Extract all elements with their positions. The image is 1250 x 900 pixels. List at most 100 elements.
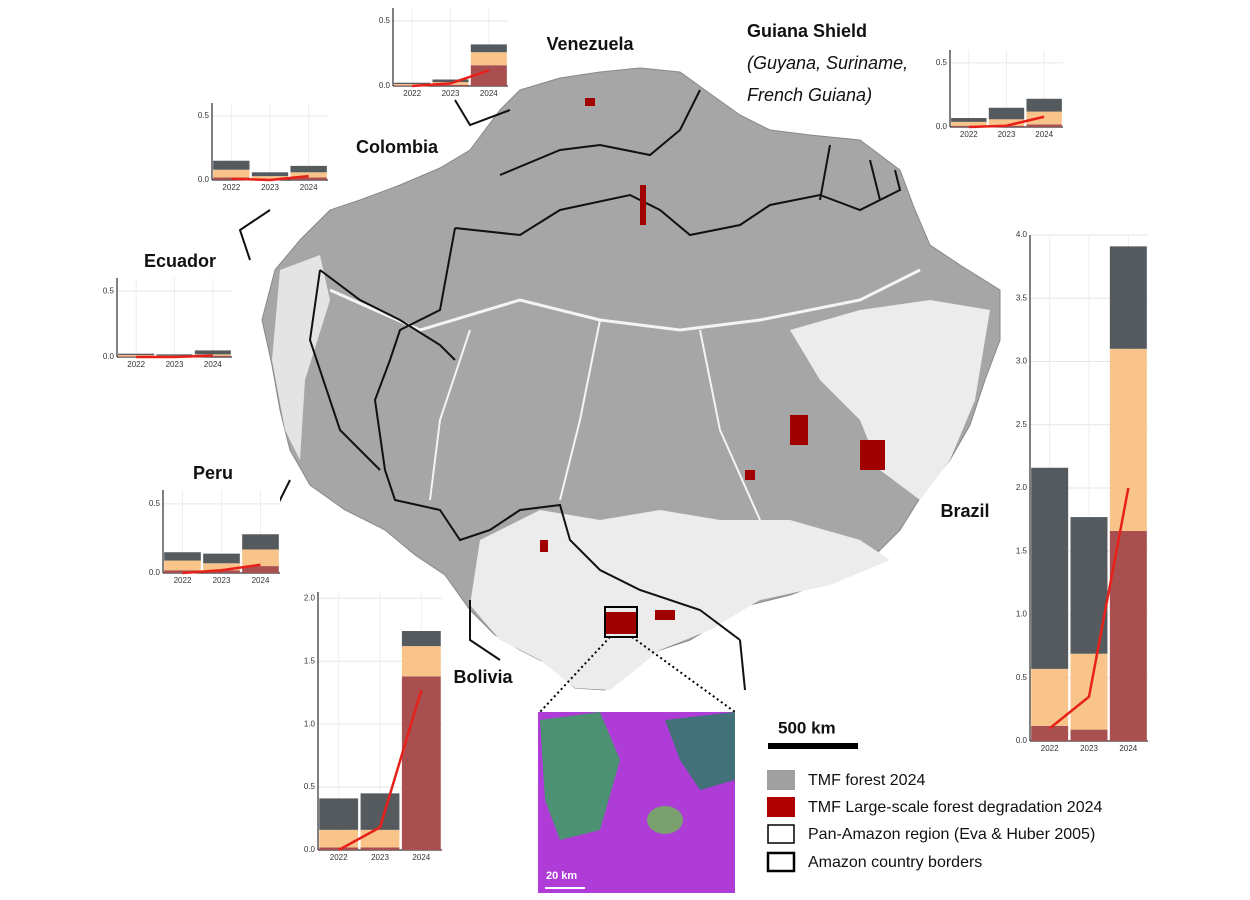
y-tick-label: 0.5: [1016, 673, 1028, 682]
bar-segment: [319, 798, 359, 830]
bar-segment: [1109, 348, 1147, 532]
legend-swatch: [767, 824, 795, 844]
degradation-patch: [540, 540, 548, 552]
trend-line: [338, 689, 423, 852]
bar-segment: [1109, 531, 1147, 741]
y-tick-label: 2.5: [1016, 420, 1028, 429]
bar-segment: [118, 353, 155, 356]
country-border: [238, 89, 902, 691]
inset-chart: 0.0 0.5 2022 2023 2024: [198, 103, 328, 192]
legend-swatch: [767, 797, 795, 817]
degradation-patch: [860, 440, 885, 470]
x-tick-label: 2023: [261, 183, 279, 192]
chart-title: Brazil: [940, 501, 989, 521]
bar-segment: [164, 560, 201, 571]
degradation-patch: [606, 612, 636, 634]
bar-segment: [290, 172, 327, 178]
trend-line: [1048, 487, 1130, 730]
y-tick-label: 1.0: [1016, 610, 1028, 619]
y-tick-label: 0.5: [198, 111, 210, 120]
x-tick-label: 2023: [213, 576, 231, 585]
x-tick-label: 2023: [442, 89, 460, 98]
bar-segment: [360, 829, 400, 848]
chart-title: Bolivia: [453, 667, 513, 687]
inset-chart: 0.0 0.5 1.0 1.5 2.0 2.5 3.0 3.5 4.0 2022 2023 2024: [1016, 230, 1148, 753]
trend-line: [231, 174, 309, 182]
y-tick-label: 2.0: [304, 593, 316, 602]
bar-segment: [1109, 246, 1147, 349]
y-tick-label: 1.5: [304, 656, 316, 665]
bar-segment: [251, 176, 289, 179]
legend-swatch: [767, 770, 795, 790]
bar-segment: [251, 172, 289, 177]
scale-label: 500 km: [778, 718, 836, 737]
chart-title: Colombia: [356, 137, 439, 157]
x-tick-label: 2022: [403, 89, 421, 98]
y-tick-label: 0.5: [103, 286, 115, 295]
river: [429, 319, 761, 521]
bar-segment: [1070, 729, 1108, 741]
y-tick-label: 0.5: [379, 16, 391, 25]
bar-segment: [1031, 467, 1069, 669]
river: [329, 268, 921, 332]
bar-segment: [242, 549, 279, 567]
inset-forest: [540, 712, 620, 840]
degradation-patch: [745, 470, 755, 480]
chart-title: Ecuador: [144, 251, 216, 271]
bar-segment: [164, 552, 201, 561]
degradation-patch: [585, 98, 595, 106]
inset-chart: 0.0 0.5 2022 2023 2024: [936, 50, 1063, 139]
y-tick-label: 0.0: [1016, 736, 1028, 745]
y-tick-label: 1.5: [1016, 546, 1028, 555]
x-tick-label: 2023: [371, 853, 389, 862]
trend-line: [136, 354, 213, 359]
bar-segment: [951, 118, 987, 122]
y-tick-label: 0.0: [936, 122, 948, 131]
bar-segment: [394, 84, 431, 86]
y-tick-label: 0.0: [304, 845, 316, 854]
trend-line: [182, 563, 261, 575]
chart-title: Peru: [193, 463, 233, 483]
bar-segment: [213, 169, 250, 178]
x-tick-label: 2022: [222, 183, 240, 192]
x-tick-label: 2023: [1080, 744, 1098, 753]
bar-segment: [203, 553, 240, 564]
x-tick-label: 2024: [480, 89, 498, 98]
bar-segment: [432, 84, 469, 86]
bar-segment: [164, 570, 201, 573]
y-tick-label: 3.0: [1016, 357, 1028, 366]
x-tick-label: 2022: [174, 576, 192, 585]
bar-segment: [1026, 124, 1062, 127]
bar-segment: [1031, 668, 1069, 726]
x-tick-label: 2024: [1035, 130, 1053, 139]
cleared-area: [790, 300, 990, 500]
y-tick-label: 0.5: [304, 782, 316, 791]
satellite-inset: 20 km: [538, 712, 735, 893]
x-tick-label: 2022: [1041, 744, 1059, 753]
legend-label: Amazon country borders: [808, 854, 982, 871]
inset-chart: 0.0 0.5 1.0 1.5 2.0 2022 2023 2024: [304, 592, 442, 862]
chart-subtitle: (Guyana, Suriname,: [747, 53, 908, 73]
degradation-patches: [540, 98, 885, 634]
legend: TMF forest 2024 TMF Large-scale forest d…: [766, 770, 1102, 873]
y-tick-label: 0.5: [149, 499, 161, 508]
bar-segment: [470, 52, 507, 66]
bar-segment: [470, 44, 507, 53]
bar-segment: [401, 676, 441, 850]
degradation-patch: [790, 415, 808, 445]
bar-segment: [242, 534, 279, 550]
y-tick-label: 0.0: [198, 175, 210, 184]
trend-line: [968, 115, 1045, 129]
bar-segment: [194, 354, 231, 356]
y-tick-label: 0.0: [379, 81, 391, 90]
y-tick-label: 0.0: [149, 568, 161, 577]
inset-forest: [647, 806, 683, 834]
basemap: [238, 67, 1001, 713]
bar-segment: [213, 160, 250, 170]
inset-chart: 0.0 0.5 2022 2023 2024: [379, 8, 508, 98]
y-tick-label: 2.0: [1016, 483, 1028, 492]
bar-segment: [360, 847, 400, 850]
x-tick-label: 2024: [204, 360, 222, 369]
x-tick-label: 2024: [300, 183, 318, 192]
